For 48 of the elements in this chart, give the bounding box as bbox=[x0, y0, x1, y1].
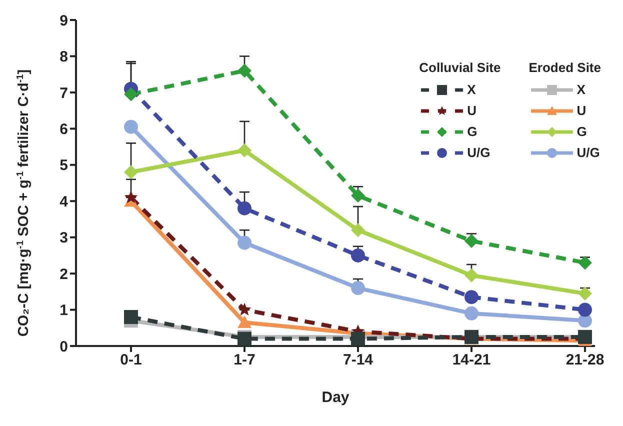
point bbox=[238, 143, 252, 158]
x-tick-label: 7-14 bbox=[342, 352, 374, 369]
point bbox=[578, 286, 592, 300]
point bbox=[238, 315, 252, 328]
x-tick-label: 0-1 bbox=[120, 352, 142, 369]
legend-label: U bbox=[576, 103, 586, 118]
annotation: Colluvial Site bbox=[419, 60, 501, 75]
legend-label: U/G bbox=[576, 145, 600, 160]
annotation: Eroded Site bbox=[528, 60, 601, 75]
legend-label: G bbox=[467, 124, 478, 139]
y-tick-label: 6 bbox=[60, 120, 68, 138]
point bbox=[124, 87, 138, 102]
point bbox=[124, 165, 138, 180]
y-tick-label: 8 bbox=[60, 48, 68, 66]
y-tick-label: 9 bbox=[60, 12, 68, 30]
y-tick-label: 0 bbox=[60, 338, 68, 356]
point bbox=[578, 256, 592, 270]
y-tick-label: 1 bbox=[60, 302, 68, 320]
point bbox=[464, 268, 478, 282]
point bbox=[238, 302, 252, 316]
point bbox=[238, 236, 252, 250]
point bbox=[464, 234, 478, 248]
legend-label: U/G bbox=[467, 145, 490, 160]
x-axis-title: Day bbox=[322, 389, 350, 406]
point bbox=[238, 201, 252, 216]
point bbox=[464, 290, 478, 304]
point bbox=[351, 281, 365, 296]
point bbox=[351, 248, 365, 262]
point bbox=[464, 306, 478, 320]
x-tick-label: 14-21 bbox=[452, 352, 491, 369]
legend-label: G bbox=[576, 124, 587, 139]
legend-label: U bbox=[467, 103, 476, 118]
legend-label: X bbox=[576, 82, 586, 97]
y-tick-label: 5 bbox=[60, 157, 68, 174]
y-tick-label: 2 bbox=[60, 266, 68, 283]
point bbox=[238, 64, 252, 78]
point bbox=[351, 223, 365, 238]
x-tick-label: 1-7 bbox=[234, 352, 256, 369]
point bbox=[124, 310, 138, 324]
y-tick-label: 7 bbox=[60, 84, 68, 102]
y-tick-label: 4 bbox=[60, 193, 69, 210]
point bbox=[351, 188, 365, 203]
point bbox=[578, 302, 592, 317]
y-tick-label: 3 bbox=[60, 230, 68, 247]
point bbox=[124, 120, 138, 134]
point bbox=[124, 190, 138, 204]
x-tick-label: 21-28 bbox=[566, 352, 604, 369]
legend-label: X bbox=[467, 82, 476, 97]
